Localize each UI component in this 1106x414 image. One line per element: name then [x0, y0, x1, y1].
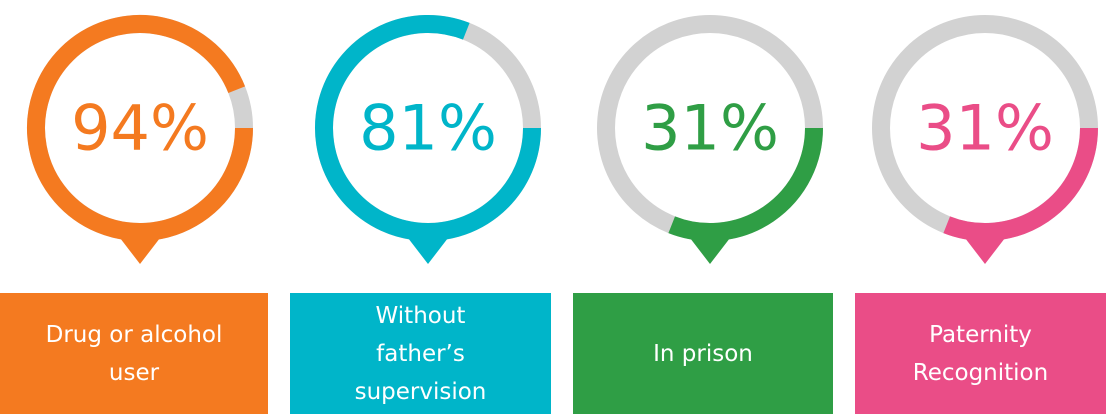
- gauge-arc: [27, 15, 253, 241]
- label-box: Paternity Recognition: [855, 293, 1106, 414]
- label-box: In prison: [573, 293, 833, 414]
- pointer: [965, 238, 1005, 264]
- pointer: [408, 238, 448, 264]
- label-box: Without father’s supervision: [290, 293, 551, 414]
- gauge-arc: [668, 127, 823, 241]
- percent-label: 94%: [71, 92, 209, 165]
- percent-label: 31%: [641, 92, 779, 165]
- gauge-arc: [315, 15, 541, 241]
- pointer: [120, 238, 160, 264]
- label-box: Drug or alcohol user: [0, 293, 268, 414]
- gauge-arc: [943, 127, 1098, 241]
- percent-label: 31%: [916, 92, 1054, 165]
- percent-label: 81%: [359, 92, 497, 165]
- pointer: [690, 238, 730, 264]
